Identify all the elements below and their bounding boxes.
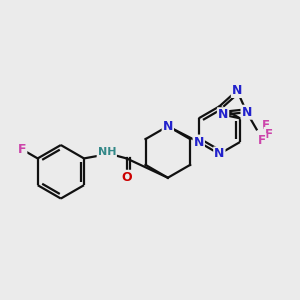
- Text: N: N: [214, 148, 224, 160]
- Text: O: O: [121, 171, 132, 184]
- Text: F: F: [258, 134, 266, 147]
- Text: F: F: [18, 142, 26, 155]
- Text: F: F: [265, 128, 272, 141]
- Text: N: N: [194, 136, 204, 148]
- Text: F: F: [262, 119, 269, 132]
- Text: N: N: [163, 120, 173, 133]
- Text: N: N: [218, 108, 228, 121]
- Text: NH: NH: [98, 148, 116, 158]
- Text: N: N: [242, 106, 252, 119]
- Text: N: N: [232, 84, 242, 97]
